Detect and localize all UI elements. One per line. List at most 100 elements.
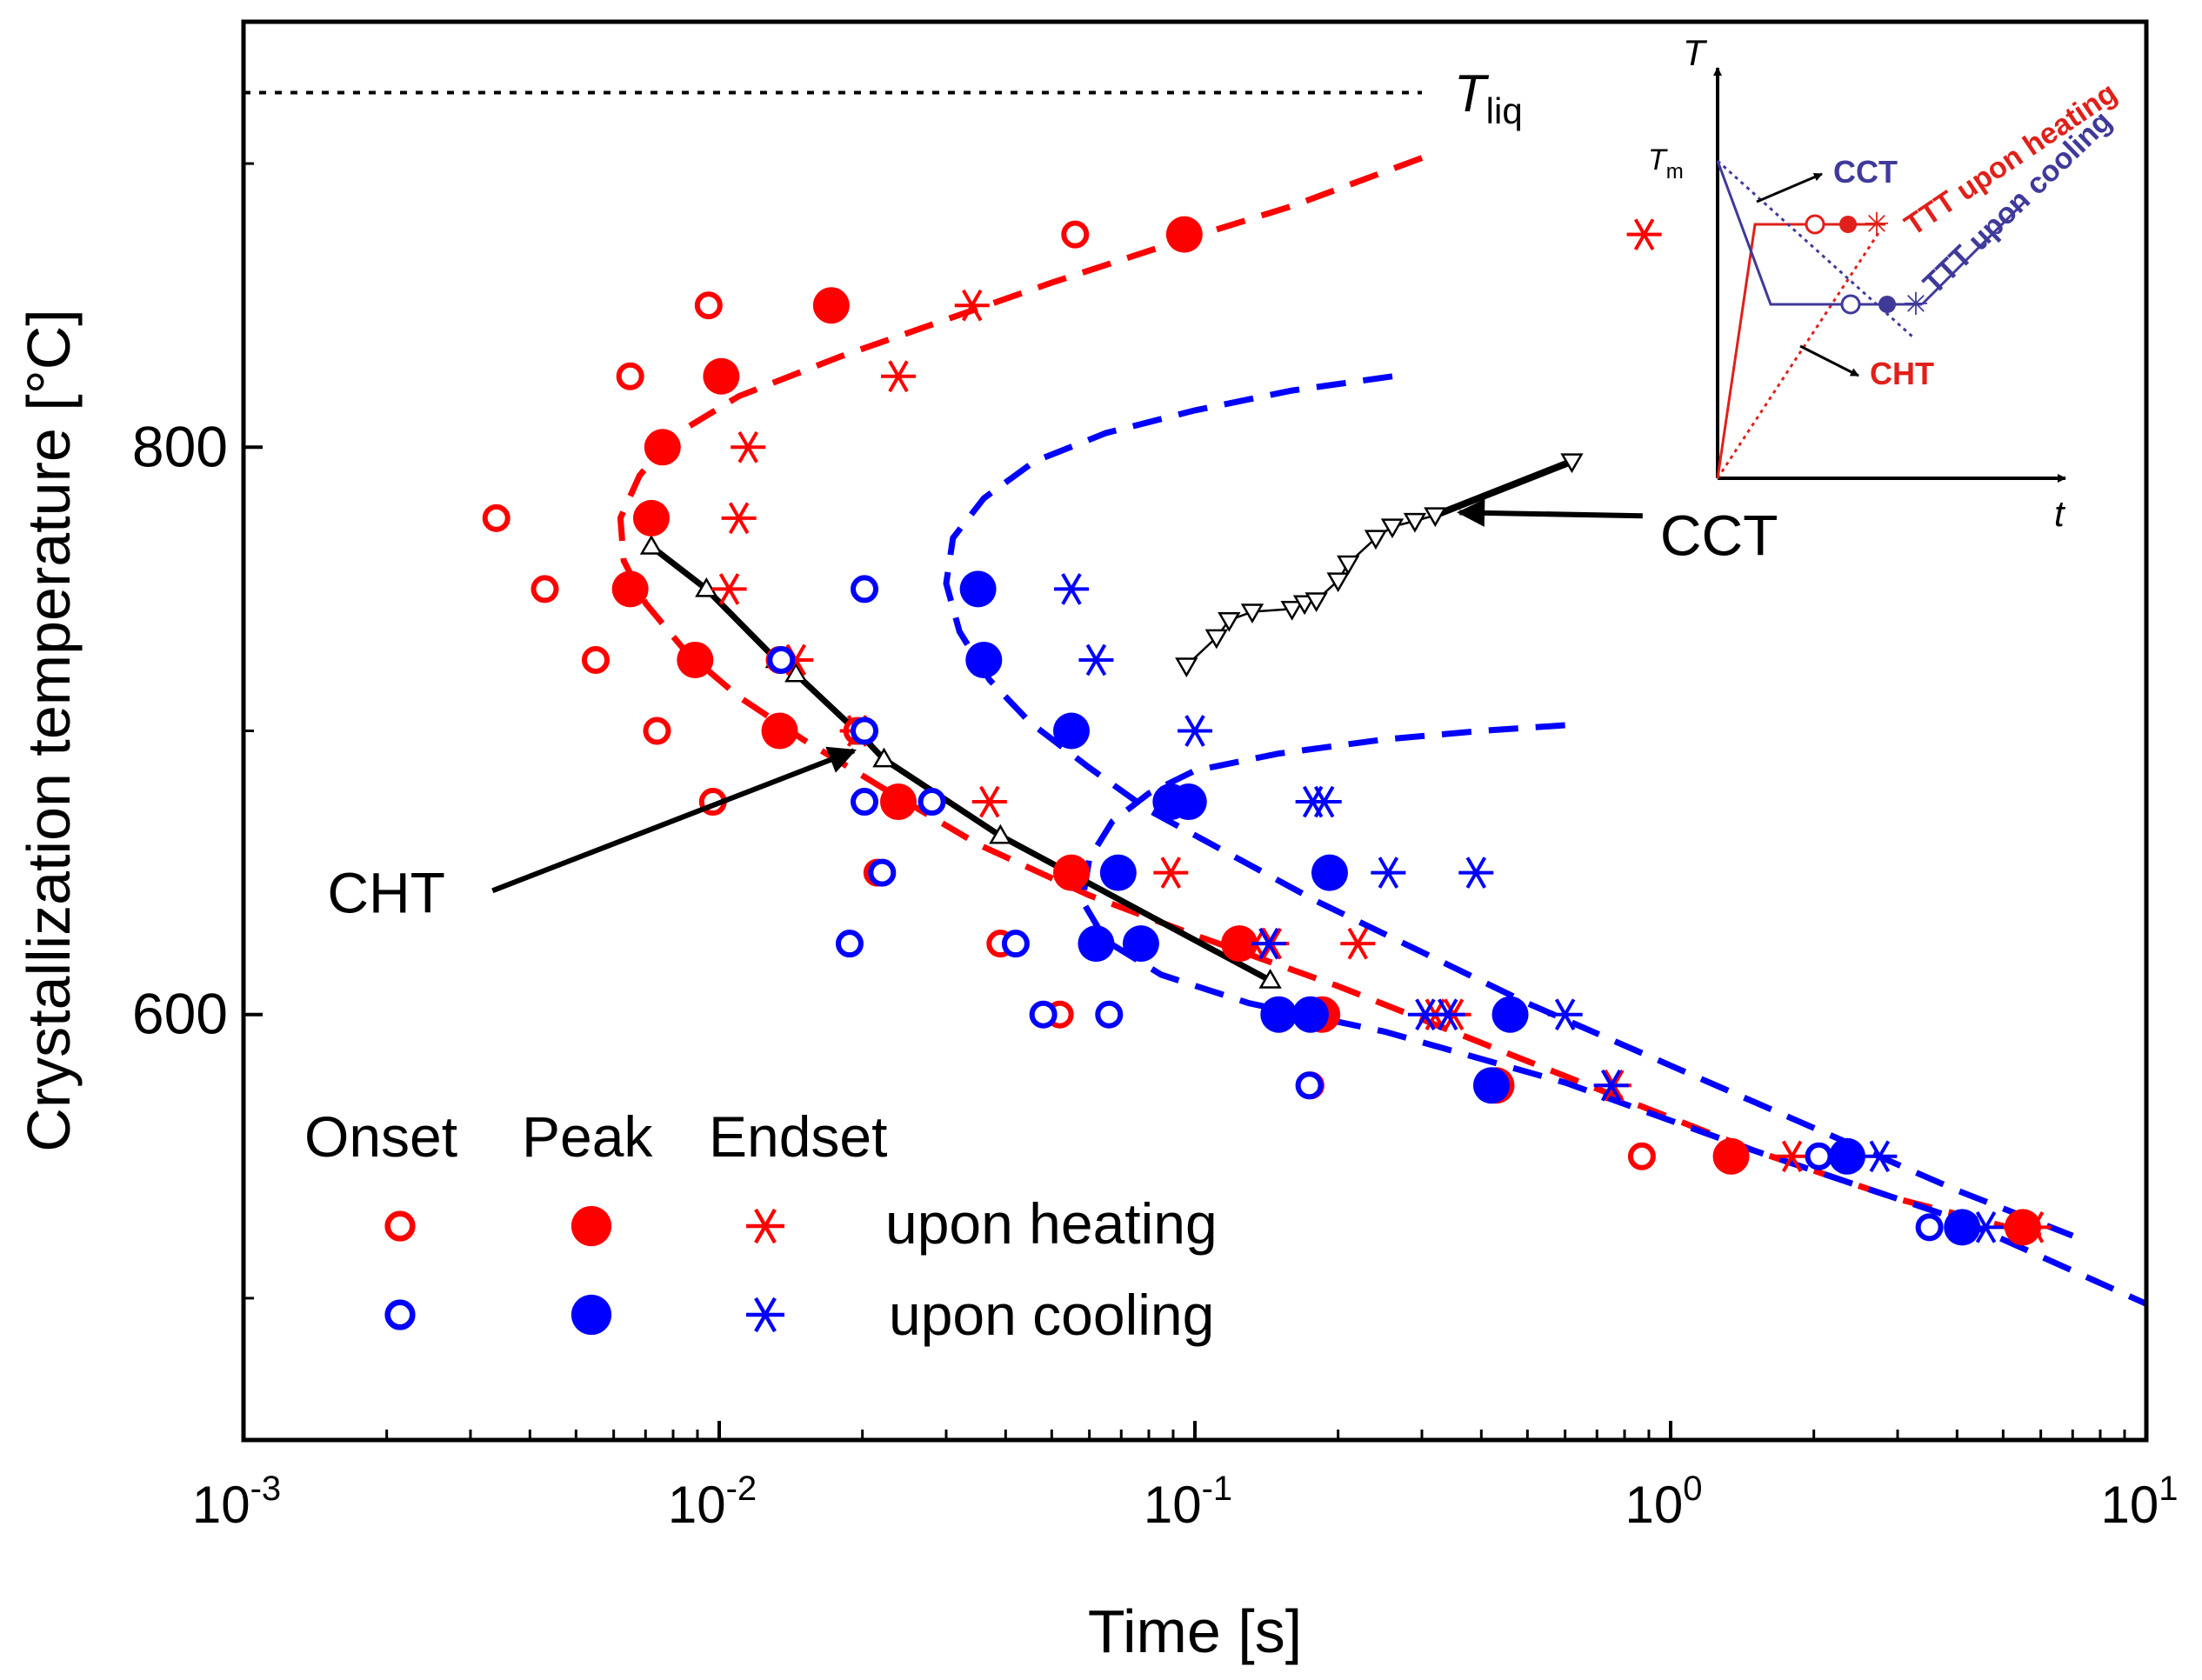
legend-header-endset: Endset: [709, 1104, 887, 1169]
series-5-point-5: [1371, 857, 1406, 889]
series-3-point-9: [767, 645, 796, 674]
series-4-point-10: [1291, 996, 1329, 1033]
legend-marker-0-2-stroke: [754, 1208, 777, 1244]
x-axis-title: Time [s]: [1088, 1597, 1302, 1665]
series-2-point-5-stroke: [888, 360, 909, 393]
y-tick-label-0: 600: [132, 982, 228, 1046]
cct-point-0: [1175, 657, 1198, 677]
legend-header-onset: Onset: [304, 1104, 457, 1169]
legend-label-heating: upon heating: [885, 1191, 1218, 1256]
fit-curve-1: [943, 373, 2074, 1239]
series-3-point-3: [918, 788, 946, 817]
series-2-point-1-stroke: [728, 502, 750, 535]
t-liq-main: T: [1454, 64, 1490, 123]
series-2-point-13-stroke: [1781, 1140, 1803, 1173]
inset-tm-main: T: [1648, 143, 1668, 177]
series-1-point-14: [1165, 216, 1203, 253]
series-3-point-11: [1805, 1142, 1833, 1170]
inset-cooling-endset: ✳: [1903, 286, 1929, 322]
inset-heating-endset: ✳: [1864, 206, 1890, 242]
inset-schematic: T t Tm ✳ ✳ CCT TTT upon heating TTT upon…: [1648, 32, 2123, 534]
series-2-point-6-stroke: [961, 289, 983, 322]
series-2-point-10-stroke: [1347, 927, 1369, 960]
cht-point-3: [784, 662, 808, 683]
series-2-point-17: [1626, 218, 1662, 250]
series-5-point-12-stroke: [1869, 1140, 1891, 1173]
series-4-point-7: [1078, 925, 1115, 963]
series-3-point-10: [1295, 1071, 1324, 1100]
inset-heating-onset: [1805, 214, 1825, 235]
series-2-point-7-stroke: [979, 785, 1000, 818]
series-4-point-11: [1491, 996, 1529, 1033]
x-tick-label-1: 10-2: [668, 1470, 757, 1534]
series-2-point-0: [711, 573, 747, 605]
cct-point-1: [1204, 629, 1228, 650]
series-5-point-5-stroke: [1378, 857, 1399, 889]
inset-tm-sub: m: [1666, 160, 1684, 183]
series-5-point-7: [1251, 927, 1286, 960]
series-4-point-1: [965, 641, 1003, 678]
series-3-point-6: [1001, 930, 1030, 958]
inset-label-cht: CHT: [1870, 356, 1934, 391]
cht-point-5: [872, 747, 896, 768]
cct-point-2: [1218, 612, 1241, 632]
series-1-point-0: [632, 499, 670, 537]
series-0-point-2: [581, 645, 610, 674]
series-5-point-8-stroke: [1415, 998, 1436, 1031]
series-1-point-6: [703, 357, 740, 395]
series-3-point-0: [851, 575, 879, 603]
cct-point-5: [1292, 595, 1317, 616]
cct-curve-thick: [1433, 457, 1573, 519]
series-5-point-9: [1430, 998, 1465, 1031]
cht-curve: [649, 543, 1272, 983]
series-2-point-13: [1774, 1140, 1810, 1173]
series-0-point-13: [1061, 220, 1090, 249]
series-5-point-9-stroke: [1437, 998, 1458, 1031]
series-5-point-7-stroke: [1258, 927, 1279, 960]
legend-marker-1-2: [746, 1297, 784, 1333]
series-5-point-0-stroke: [1061, 573, 1082, 605]
series-2-point-6: [954, 289, 990, 322]
cht-point-0: [639, 534, 664, 555]
series-4-point-12: [1472, 1067, 1510, 1104]
series-4-point-4: [1170, 783, 1207, 821]
series-1-point-5: [644, 429, 681, 466]
cht-point-6: [989, 823, 1012, 844]
t-liq-label: Tliq: [1454, 64, 1523, 131]
series-0-point-3: [643, 717, 671, 745]
series-4-point-6: [1311, 854, 1348, 891]
series-1-point-3: [761, 712, 798, 750]
series-4-point-8: [1122, 925, 1159, 963]
series-5-point-10: [1547, 998, 1583, 1031]
series-5-point-4: [1306, 785, 1342, 818]
series-2-point-8: [1153, 857, 1189, 889]
x-tick-label-4: 101: [2101, 1470, 2179, 1534]
series-5-point-11-stroke: [1600, 1069, 1622, 1102]
series-5-point-10-stroke: [1554, 998, 1576, 1031]
x-tick-label-0: 10-3: [192, 1470, 281, 1534]
inset-ttt-cooling-path: [1716, 160, 1922, 306]
t-liq-sub: liq: [1486, 90, 1523, 131]
inset-cct-arrow: [1756, 172, 1823, 203]
series-1-point-8: [1052, 854, 1090, 891]
t-liq-reference: Tliq: [244, 64, 1523, 131]
cct-point-4: [1280, 600, 1304, 621]
cct-point-11: [1403, 512, 1427, 533]
axis-ticks: 10-3 10-2 10-1 100 101 600 800: [132, 162, 2179, 1534]
annotations: CHT CCT: [327, 498, 1778, 924]
series-5-point-13: [1968, 1211, 2004, 1243]
legend-header-peak: Peak: [522, 1104, 653, 1169]
series-4-point-13: [1828, 1137, 1865, 1175]
series-2-point-7: [971, 785, 1007, 818]
series-5-point-6: [1458, 857, 1494, 889]
annotation-arrow-cct: [1457, 498, 1643, 527]
inset-heating-peak: [1839, 216, 1857, 233]
series-5-point-4-stroke: [1313, 785, 1335, 818]
series-2-point-17-stroke: [1633, 218, 1655, 250]
inset-reheat-line: [1920, 198, 2028, 306]
series-5-point-12: [1862, 1140, 1898, 1173]
inset-cht-arrow: [1799, 344, 1859, 377]
cct-point-7: [1326, 572, 1350, 593]
legend-marker-0-1: [571, 1205, 612, 1247]
